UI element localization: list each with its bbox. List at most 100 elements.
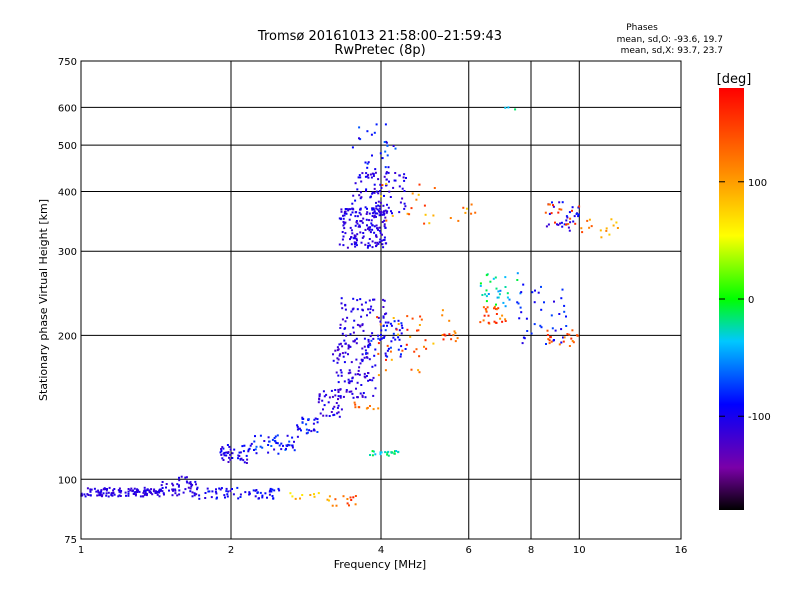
data-point: [383, 335, 386, 338]
data-point: [353, 241, 356, 244]
data-point: [242, 459, 245, 462]
x-tick-labels: 1 2 4 6 8 10 16: [78, 545, 688, 556]
data-point: [331, 395, 334, 398]
data-point: [398, 174, 401, 177]
data-point: [493, 320, 496, 323]
data-point: [398, 329, 401, 332]
data-point: [344, 221, 347, 224]
data-point: [276, 442, 279, 445]
data-point: [268, 440, 271, 443]
data-point: [381, 213, 383, 216]
data-point: [233, 448, 236, 451]
data-point: [385, 172, 388, 175]
data-point: [359, 176, 362, 179]
data-point: [344, 232, 347, 235]
data-point: [399, 201, 402, 204]
data-point: [372, 450, 375, 453]
data-point: [299, 497, 301, 500]
data-point: [367, 173, 370, 176]
data-point: [367, 226, 370, 229]
data-point: [605, 229, 608, 232]
data-point: [385, 219, 388, 222]
data-point: [522, 283, 525, 286]
data-point: [371, 207, 374, 210]
data-point: [344, 304, 347, 307]
data-point: [334, 394, 337, 397]
data-point: [615, 221, 618, 224]
data-point: [346, 498, 349, 500]
data-point: [242, 450, 245, 453]
data-point: [191, 495, 194, 498]
data-point: [227, 461, 230, 463]
data-point: [379, 320, 382, 323]
data-point: [174, 489, 177, 492]
data-point: [127, 492, 130, 495]
data-point: [608, 233, 611, 236]
x-tick-label: 16: [675, 545, 688, 556]
data-point: [368, 219, 370, 222]
data-point: [328, 495, 331, 498]
data-point: [355, 342, 358, 345]
data-point: [457, 219, 460, 222]
data-point: [100, 490, 103, 493]
data-point: [333, 405, 336, 408]
data-point: [89, 494, 92, 497]
data-point: [379, 451, 382, 454]
data-point: [354, 215, 357, 218]
data-point: [400, 345, 403, 348]
data-point: [386, 355, 389, 358]
data-point: [339, 323, 342, 326]
data-point: [482, 306, 485, 309]
data-point: [387, 206, 390, 209]
data-point: [340, 374, 343, 377]
data-point: [97, 489, 100, 492]
data-point: [238, 451, 241, 454]
data-point: [557, 211, 560, 214]
data-point: [425, 347, 428, 350]
data-point: [238, 455, 241, 457]
data-point: [382, 298, 385, 301]
data-point: [344, 351, 347, 354]
data-point: [154, 491, 157, 494]
data-point: [464, 211, 467, 214]
data-point: [178, 493, 181, 496]
data-point: [340, 210, 343, 213]
data-point: [404, 348, 407, 350]
data-point: [342, 495, 345, 498]
data-point: [359, 207, 362, 210]
data-point: [372, 175, 375, 177]
data-point: [221, 446, 224, 449]
data-point: [369, 344, 372, 347]
data-point: [354, 245, 357, 248]
data-point: [378, 210, 380, 213]
data-point: [316, 418, 319, 421]
data-point: [189, 481, 192, 484]
data-point: [377, 407, 380, 410]
data-point: [365, 190, 367, 192]
data-point: [309, 494, 312, 496]
data-point: [610, 218, 613, 221]
data-point: [470, 203, 473, 206]
data-point: [337, 391, 340, 393]
data-point: [366, 166, 369, 169]
data-point: [359, 298, 362, 301]
data-point: [495, 287, 498, 290]
data-point: [305, 432, 308, 435]
data-point: [339, 396, 342, 399]
data-point: [350, 361, 353, 364]
data-point: [291, 444, 294, 447]
data-point: [371, 332, 374, 335]
data-point: [335, 402, 338, 404]
data-point: [377, 192, 380, 195]
data-point: [146, 488, 149, 491]
data-point: [364, 376, 367, 379]
data-point: [361, 221, 364, 224]
data-point: [337, 404, 340, 407]
data-point: [549, 336, 552, 339]
data-point: [332, 407, 335, 410]
data-point: [371, 212, 374, 215]
data-point: [343, 222, 346, 224]
data-point: [258, 497, 260, 500]
data-point: [237, 497, 240, 500]
data-point: [105, 492, 108, 495]
